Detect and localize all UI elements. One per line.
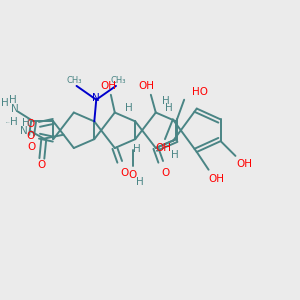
Text: HO: HO bbox=[192, 87, 208, 97]
Text: O: O bbox=[28, 142, 36, 152]
Text: N: N bbox=[20, 126, 28, 136]
Text: O: O bbox=[161, 168, 170, 178]
Text: O: O bbox=[121, 168, 129, 178]
Text: OH: OH bbox=[155, 143, 171, 153]
Text: H: H bbox=[171, 150, 179, 160]
Text: H: H bbox=[162, 96, 170, 106]
Text: H: H bbox=[125, 103, 133, 112]
Text: OH: OH bbox=[236, 159, 252, 169]
Text: H: H bbox=[136, 177, 144, 187]
Text: H: H bbox=[134, 144, 141, 154]
Text: H: H bbox=[9, 95, 17, 105]
Text: O: O bbox=[26, 131, 35, 141]
Text: N: N bbox=[92, 93, 100, 103]
Text: H: H bbox=[164, 103, 172, 112]
Text: H: H bbox=[1, 98, 9, 108]
Text: O: O bbox=[26, 119, 35, 129]
Text: N: N bbox=[11, 103, 19, 114]
Text: OH: OH bbox=[208, 174, 224, 184]
Text: H: H bbox=[22, 118, 30, 128]
Text: OH: OH bbox=[101, 81, 117, 91]
Text: CH₃: CH₃ bbox=[67, 76, 82, 85]
Text: OH: OH bbox=[138, 81, 154, 91]
Text: H: H bbox=[11, 117, 18, 127]
Text: O: O bbox=[38, 160, 46, 170]
Text: CH₃: CH₃ bbox=[110, 76, 126, 85]
Text: amide: amide bbox=[6, 122, 10, 123]
Text: O: O bbox=[128, 170, 136, 180]
